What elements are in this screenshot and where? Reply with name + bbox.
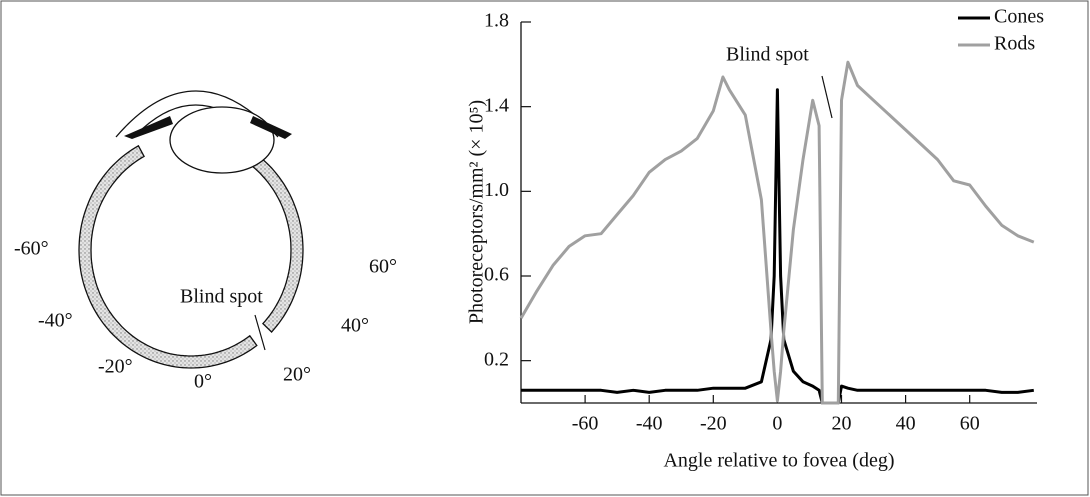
y-tick-label: 1.8 [484, 10, 509, 32]
x-tick-label: 0 [772, 413, 782, 435]
angle-label: -40° [38, 310, 73, 332]
x-tick-label: 40 [896, 413, 916, 435]
legend-label: Cones [994, 6, 1044, 28]
angle-label: -60° [14, 238, 49, 260]
series-line [521, 88, 1034, 405]
eye-diagram: Blind spot -60° -40° -20° 0° 20° 40° 60° [14, 90, 397, 393]
angle-label: -20° [98, 356, 133, 378]
x-tick-label: -40 [636, 413, 663, 435]
annotation: Blind spot [726, 44, 809, 66]
legend-label: Rods [994, 33, 1035, 55]
blind-spot-pointer [254, 314, 266, 351]
angle-label: 40° [341, 315, 369, 337]
chart: Photoreceptors/mm² (× 10⁵) Angle relativ… [466, 6, 1045, 472]
eye-wall [237, 144, 304, 333]
annotation-pointer [821, 75, 833, 119]
y-tick-label: 0.6 [484, 264, 509, 286]
lens [169, 106, 275, 174]
angle-label: 60° [369, 256, 397, 278]
y-axis-label: Photoreceptors/mm² (× 10⁵) [466, 100, 488, 324]
eye-wall [78, 144, 258, 369]
y-tick-label: 1.0 [484, 179, 509, 201]
angle-label: 20° [283, 364, 311, 386]
x-axis-label: Angle relative to fovea (deg) [663, 450, 894, 472]
y-tick-label: 0.2 [484, 348, 509, 370]
y-tick-label: 1.4 [484, 94, 509, 116]
angle-label: 0° [194, 371, 212, 393]
x-tick-label: 60 [960, 413, 980, 435]
ciliary-body [250, 116, 292, 139]
x-tick-label: -20 [700, 413, 727, 435]
x-tick-label: -60 [572, 413, 599, 435]
blind-spot-label: Blind spot [180, 286, 263, 308]
ciliary-body [124, 116, 173, 139]
x-tick-label: 20 [831, 413, 851, 435]
series-line [519, 60, 1035, 405]
